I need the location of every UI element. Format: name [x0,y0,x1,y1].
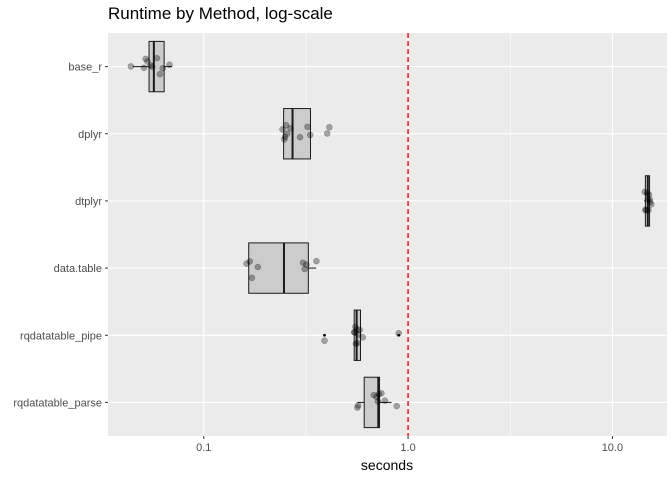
data-point [282,121,290,129]
data-point [246,258,254,265]
data-point [393,402,400,410]
data-point [648,201,655,208]
data-point [375,390,383,398]
data-point [350,329,358,336]
data-point [301,265,308,273]
data-point [248,274,256,282]
data-point [646,196,653,203]
data-point [359,334,366,341]
data-point [156,70,164,78]
data-point [352,323,359,331]
box-rqdatatable_parse [363,376,381,429]
data-point [352,340,360,348]
data-point [144,58,151,65]
box-data.table [248,242,309,294]
data-point [326,123,333,131]
data-point [299,259,307,266]
x-axis: 0.1 1.0 10.0 [196,436,623,454]
data-point [166,61,173,69]
x-tick-label: 0.1 [196,442,211,454]
data-point [645,206,652,214]
data-point [287,125,294,132]
data-point [127,63,135,70]
data-point [354,404,361,411]
y-tick-label: base_r [68,62,102,74]
data-point [370,391,378,399]
data-point [303,261,310,268]
data-point [243,260,250,267]
data-point [353,326,360,334]
data-point [281,133,289,141]
data-point [646,198,654,206]
data-point [354,402,362,409]
data-point [373,393,380,401]
data-point [142,55,149,63]
data-point [296,133,304,141]
y-tick-label: rqdatatable_parse [13,397,102,409]
data-point [283,130,291,137]
outlier-point [397,333,401,337]
y-tick-label: rqdatatable_pipe [20,330,102,342]
data-point [149,63,156,70]
data-point [644,196,652,204]
data-point [395,330,402,337]
data-point [323,130,331,137]
points [127,54,655,411]
data-point [279,126,286,133]
data-point [254,263,262,271]
data-point [643,190,651,197]
y-tick-label: dplyr [78,129,102,141]
chart-title: Runtime by Method, log-scale [108,4,333,23]
data-point [304,123,311,131]
x-tick-label: 10.0 [602,442,623,454]
data-point [351,328,358,336]
box-base_r [148,40,165,93]
data-point [313,257,320,265]
data-point [642,206,649,214]
data-point [153,54,161,62]
data-point [281,136,288,143]
x-axis-title: seconds [361,457,413,473]
box-dplyr [283,108,311,160]
data-point [159,65,166,72]
plot-panel [108,33,667,436]
data-point [642,207,650,214]
data-point [147,62,154,69]
outlier-point [323,333,326,337]
minor-gridlines [305,33,511,436]
data-point [381,397,389,404]
data-point [354,331,362,338]
y-tick-label: dtplyr [75,196,102,208]
data-point [356,326,363,334]
data-point [645,191,653,198]
data-point [306,131,314,139]
data-point [354,339,361,347]
data-point [378,390,385,397]
boxes [132,40,651,429]
x-tick-label: 1.0 [400,442,415,454]
data-point [321,337,328,344]
data-point [641,188,649,196]
y-tick-label: data.table [54,263,102,275]
data-point [140,64,148,72]
data-point [374,398,382,405]
